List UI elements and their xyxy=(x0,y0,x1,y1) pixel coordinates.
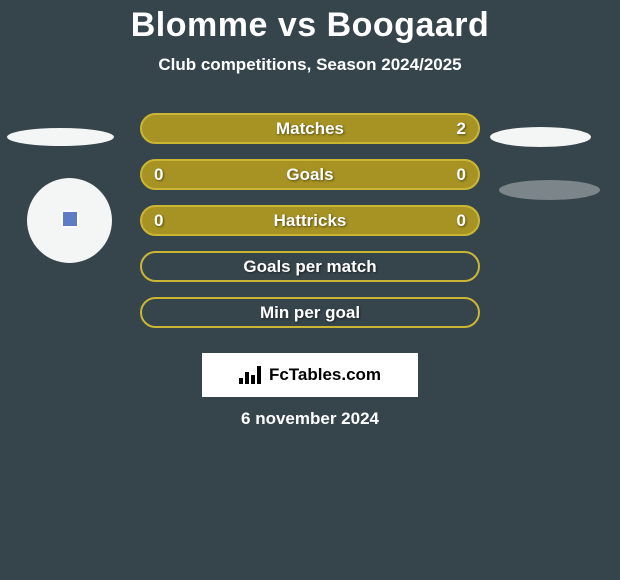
stat-left-value: 0 xyxy=(154,165,163,185)
chart-bars-icon xyxy=(239,366,265,384)
page-title: Blomme vs Boogaard xyxy=(0,0,620,45)
stat-right-value: 0 xyxy=(457,165,466,185)
stat-row-min-per-goal: Min per goal xyxy=(140,297,480,328)
stat-label: Matches xyxy=(276,119,344,139)
stat-left-value: 0 xyxy=(154,211,163,231)
decorative-ellipse xyxy=(7,128,114,146)
stat-label: Goals xyxy=(286,165,333,185)
decorative-ellipse xyxy=(499,180,600,200)
subtitle: Club competitions, Season 2024/2025 xyxy=(0,55,620,75)
date-label: 6 november 2024 xyxy=(0,409,620,429)
watermark: FcTables.com xyxy=(202,353,418,397)
team-badge-icon xyxy=(61,210,79,228)
stat-right-value: 0 xyxy=(457,211,466,231)
stat-row-goals: 0 Goals 0 xyxy=(140,159,480,190)
stat-row-matches: Matches 2 xyxy=(140,113,480,144)
watermark-text: FcTables.com xyxy=(269,365,381,385)
decorative-ellipse xyxy=(490,127,591,147)
stat-label: Min per goal xyxy=(260,303,360,323)
stat-label: Hattricks xyxy=(274,211,347,231)
stat-right-value: 2 xyxy=(457,119,466,139)
stat-row-goals-per-match: Goals per match xyxy=(140,251,480,282)
stat-label: Goals per match xyxy=(243,257,376,277)
stat-row-hattricks: 0 Hattricks 0 xyxy=(140,205,480,236)
